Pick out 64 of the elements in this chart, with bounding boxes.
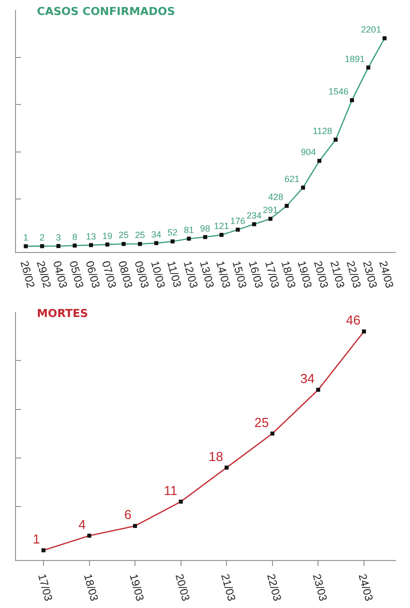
data-label: 1 [23, 232, 28, 242]
x-tick-label: 11/03 [164, 260, 183, 289]
data-label: 18 [208, 448, 224, 464]
x-tick-label: 21/03 [327, 260, 346, 290]
x-tick-label: 05/03 [66, 260, 86, 290]
data-label: 19 [102, 230, 112, 241]
data-label: 1546 [328, 86, 348, 96]
x-tick-label: 29/02 [34, 260, 53, 290]
data-label: 428 [268, 192, 284, 202]
x-tick-label: 22/03 [344, 260, 362, 290]
x-tick-label: 06/03 [82, 260, 102, 290]
x-tick-label: 17/03 [262, 260, 281, 290]
data-label: 25 [254, 414, 269, 430]
data-label: 4 [78, 516, 86, 532]
x-tick-label: 24/03 [356, 572, 374, 602]
x-tick-label: 08/03 [115, 260, 134, 290]
x-tick-label: 07/03 [99, 260, 118, 290]
x-tick-label: 23/03 [310, 572, 329, 602]
x-tick-label: 18/03 [81, 572, 100, 602]
x-tick-label: 18/03 [278, 260, 298, 290]
data-label: 1128 [312, 126, 332, 136]
data-label: 13 [86, 231, 96, 242]
x-tick-label: 19/03 [126, 572, 146, 602]
x-tick-label: 20/03 [172, 572, 192, 602]
chart-title: MORTES [36, 306, 88, 320]
x-tick-label: 24/03 [376, 260, 396, 290]
x-tick-label: 14/03 [213, 260, 232, 290]
x-tick-label: 12/03 [180, 260, 200, 290]
data-label: 25 [134, 230, 145, 240]
data-label: 34 [151, 229, 162, 240]
x-tick-label: 22/03 [264, 572, 283, 602]
chart-title: CASOS CONFIRMADOS [36, 5, 176, 18]
data-label: 2 [40, 232, 45, 242]
data-label: 52 [168, 228, 178, 238]
data-label: 98 [200, 223, 210, 234]
data-label: 234 [246, 210, 262, 220]
x-tick-label: 16/03 [246, 260, 265, 290]
data-label: 291 [262, 205, 278, 216]
data-label: 3 [56, 232, 61, 242]
x-tick-label: 09/03 [132, 260, 150, 290]
data-label: 121 [214, 221, 230, 232]
data-label: 1 [32, 532, 40, 547]
x-tick-label: 19/03 [294, 260, 314, 290]
x-tick-label: 17/03 [35, 572, 54, 602]
data-label: 11 [164, 482, 178, 498]
x-tick-label: 20/03 [311, 260, 330, 290]
data-label: 904 [300, 147, 316, 158]
x-tick-label: 04/03 [50, 260, 69, 290]
data-label: 621 [284, 174, 300, 184]
x-tick-label: 10/03 [148, 260, 167, 290]
data-label: 81 [184, 224, 194, 235]
data-label: 46 [346, 312, 360, 328]
data-label: 176 [230, 216, 246, 226]
x-tick-label: 26/02 [18, 260, 36, 290]
data-label: 8 [72, 232, 78, 242]
data-label: 1891 [344, 54, 365, 64]
x-tick-label: 13/03 [196, 260, 216, 290]
data-label: 34 [300, 371, 315, 386]
data-label: 6 [124, 507, 132, 522]
x-tick-label: 23/03 [360, 260, 379, 290]
data-label: 25 [118, 230, 129, 240]
x-tick-label: 15/03 [230, 260, 248, 290]
data-label: 2201 [361, 24, 382, 35]
x-tick-label: 21/03 [218, 572, 238, 602]
